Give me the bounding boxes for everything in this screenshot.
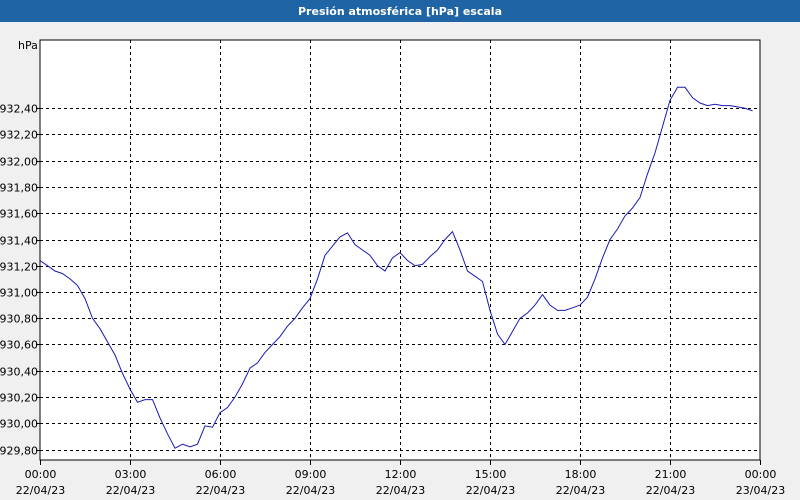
y-tick-label: 932,00: [0, 156, 38, 169]
x-tick-date-label: 22/04/23: [106, 484, 155, 497]
x-axis-labels: 00:00 22/04/23 03:00 22/04/23 06:00 22/04/23 0…: [16, 468, 785, 497]
x-tick-date-label: 22/04/23: [376, 484, 425, 497]
x-tick-date-label: 22/04/23: [556, 484, 605, 497]
x-tick-time-label: 12:00: [385, 468, 417, 481]
y-tick-label: 931,40: [0, 235, 38, 248]
y-tick-label: 932,20: [0, 129, 38, 142]
x-tick-time-label: 09:00: [295, 468, 327, 481]
y-tick-label: 931,60: [0, 208, 38, 221]
y-tick-label: 930,20: [0, 392, 38, 405]
y-tick-label: 930,60: [0, 339, 38, 352]
y-tick-label: 929,80: [0, 445, 38, 458]
y-tick-label: 931,80: [0, 182, 38, 195]
y-axis-labels: 929,80 930,00 930,20 930,40 930,60 930,80 931,…: [0, 103, 38, 458]
plot-area: [39, 39, 761, 461]
x-tick-time-label: 18:00: [565, 468, 597, 481]
x-tick-date-label: 22/04/23: [286, 484, 335, 497]
x-tick-time-label: 06:00: [205, 468, 237, 481]
grid: [36, 40, 761, 465]
x-tick-date-label: 22/04/23: [646, 484, 695, 497]
y-tick-label: 930,40: [0, 366, 38, 379]
pressure-series-line: [39, 86, 753, 449]
x-tick-time-label: 15:00: [475, 468, 507, 481]
x-tick-date-label: 22/04/23: [196, 484, 245, 497]
x-tick-date-label: 23/04/23: [736, 484, 785, 497]
pressure-chart: 929,80 930,00 930,20 930,40 930,60 930,80 931,…: [0, 39, 785, 497]
y-tick-label: 931,20: [0, 261, 38, 274]
y-tick-label: 931,00: [0, 287, 38, 300]
y-axis-unit-label: hPa: [18, 39, 38, 52]
x-tick-time-label: 03:00: [115, 468, 147, 481]
y-tick-label: 930,00: [0, 418, 38, 431]
y-tick-label: 932,40: [0, 103, 38, 116]
x-tick-time-label: 00:00: [25, 468, 57, 481]
x-tick-date-label: 22/04/23: [16, 484, 65, 497]
x-tick-date-label: 22/04/23: [466, 484, 515, 497]
x-tick-time-label: 00:00: [745, 468, 777, 481]
chart-title: Presión atmosférica [hPa] escala: [0, 0, 800, 22]
y-tick-label: 930,80: [0, 313, 38, 326]
x-tick-time-label: 21:00: [655, 468, 687, 481]
